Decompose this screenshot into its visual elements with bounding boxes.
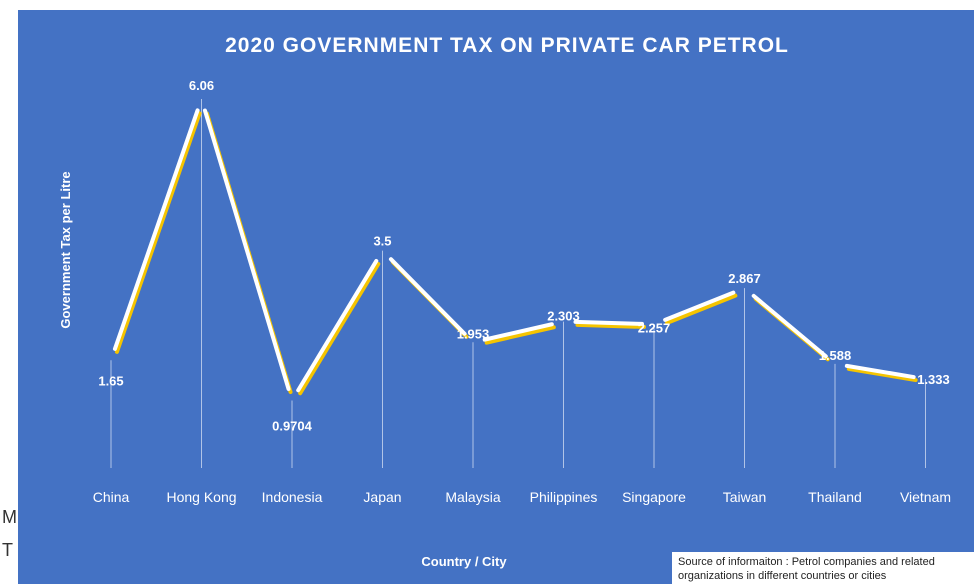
x-tick-label: Thailand	[808, 489, 862, 505]
data-label: 1.65	[98, 373, 123, 388]
x-tick-label: Vietnam	[900, 489, 951, 505]
data-label: 2.257	[638, 320, 671, 335]
y-axis-label: Government Tax per Litre	[58, 171, 73, 328]
data-label: 2.303	[547, 309, 580, 324]
series-line-segment	[112, 108, 200, 351]
side-fragment: T	[2, 540, 13, 560]
drop-lines	[110, 99, 926, 468]
series-line-segment	[663, 290, 736, 322]
x-tick-label: Japan	[363, 489, 401, 505]
x-tick-label: Singapore	[622, 489, 686, 505]
x-tick-label: Hong Kong	[166, 489, 236, 505]
series-shadow	[484, 325, 556, 345]
data-label: 1.953	[457, 326, 490, 341]
series-line-segment	[573, 319, 645, 326]
data-label: 6.06	[189, 78, 214, 93]
data-labels: 1.65 6.06 0.9704 3.5 1.953 2.303 2.257 2.867 1.5…	[98, 78, 949, 434]
x-tick-label: Malaysia	[445, 489, 500, 505]
series-line	[112, 108, 918, 396]
data-label: 0.9704	[272, 419, 313, 434]
data-label: 3.5	[373, 234, 391, 249]
source-note: Source of informaiton : Petrol companies…	[672, 552, 974, 584]
series-shadow	[665, 293, 738, 325]
series-line-segment	[482, 322, 554, 342]
series-line-segment	[751, 293, 828, 359]
chart-background	[18, 10, 974, 584]
series-shadow	[114, 111, 202, 354]
data-label: 1.333	[917, 372, 950, 387]
series-shadow	[846, 366, 918, 383]
series-line-segment	[844, 363, 916, 380]
series-shadow	[575, 322, 647, 329]
x-tick-label: China	[93, 489, 130, 505]
data-label: 1.588	[819, 348, 852, 363]
x-axis-label: Country / City	[421, 554, 507, 569]
x-tick-labels: China Hong Kong Indonesia Japan Malaysia Phil…	[93, 489, 951, 505]
chart-title: 2020 GOVERNMENT TAX ON PRIVATE CAR PETRO…	[225, 34, 789, 57]
series-line-segment	[296, 258, 379, 393]
x-tick-label: Indonesia	[262, 489, 323, 505]
x-tick-label: Philippines	[530, 489, 598, 505]
side-fragment: M	[2, 507, 17, 527]
data-label: 2.867	[728, 271, 761, 286]
series-line-segment	[388, 257, 467, 336]
series-line-segment	[202, 108, 291, 392]
x-tick-label: Taiwan	[723, 489, 767, 505]
series-shadow	[298, 261, 381, 396]
